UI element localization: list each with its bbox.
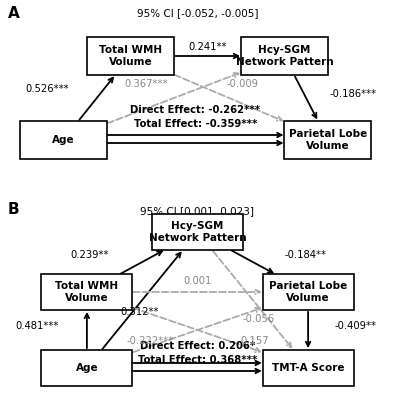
Text: 0.312**: 0.312** <box>120 307 159 317</box>
Text: Hcy-SGM
Network Pattern: Hcy-SGM Network Pattern <box>149 221 246 243</box>
Text: 0.239**: 0.239** <box>70 250 109 260</box>
FancyBboxPatch shape <box>263 350 354 386</box>
Text: A: A <box>8 6 20 21</box>
Text: -0.184**: -0.184** <box>284 250 326 260</box>
Text: 0.481***: 0.481*** <box>16 321 59 331</box>
FancyBboxPatch shape <box>152 214 243 250</box>
Text: 0.526***: 0.526*** <box>26 84 69 94</box>
Text: 0.241**: 0.241** <box>188 42 227 52</box>
Text: TMT-A Score: TMT-A Score <box>272 363 344 373</box>
Text: Parietal Lobe
Volume: Parietal Lobe Volume <box>269 281 347 303</box>
Text: 0.001: 0.001 <box>183 276 212 286</box>
Text: 95% CI [0.001, 0.023]: 95% CI [0.001, 0.023] <box>141 206 254 216</box>
FancyBboxPatch shape <box>263 274 354 310</box>
Text: -0.009: -0.009 <box>227 79 259 89</box>
Text: Total WMH
Volume: Total WMH Volume <box>99 45 162 67</box>
FancyBboxPatch shape <box>284 121 371 159</box>
Text: Total Effect: 0.368***: Total Effect: 0.368*** <box>138 355 257 365</box>
FancyBboxPatch shape <box>41 274 132 310</box>
Text: Direct Effect: -0.262***: Direct Effect: -0.262*** <box>130 105 261 115</box>
Text: -0.186***: -0.186*** <box>330 89 377 99</box>
Text: Total Effect: -0.359***: Total Effect: -0.359*** <box>134 119 257 129</box>
Text: 0.157: 0.157 <box>241 336 269 346</box>
FancyBboxPatch shape <box>87 37 174 75</box>
Text: -0.056: -0.056 <box>243 314 275 324</box>
Text: B: B <box>8 202 19 217</box>
FancyBboxPatch shape <box>41 350 132 386</box>
Text: Parietal Lobe
Volume: Parietal Lobe Volume <box>289 129 367 151</box>
Text: Age: Age <box>75 363 98 373</box>
Text: Age: Age <box>52 135 75 145</box>
Text: 95% CI [-0.052, -0.005]: 95% CI [-0.052, -0.005] <box>137 8 258 18</box>
FancyBboxPatch shape <box>20 121 107 159</box>
Text: Hcy-SGM
Network Pattern: Hcy-SGM Network Pattern <box>235 45 333 67</box>
Text: Direct Effect: 0.206*: Direct Effect: 0.206* <box>140 341 255 351</box>
Text: -0.409**: -0.409** <box>335 321 376 331</box>
Text: 0.367***: 0.367*** <box>124 79 168 89</box>
Text: Total WMH
Volume: Total WMH Volume <box>55 281 118 303</box>
FancyBboxPatch shape <box>241 37 328 75</box>
Text: -0.222***: -0.222*** <box>126 336 174 346</box>
